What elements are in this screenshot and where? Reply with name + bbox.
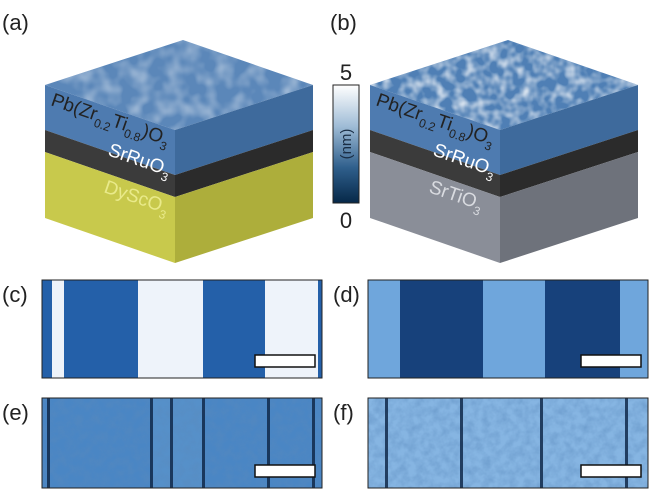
panel-label: (e) bbox=[2, 400, 29, 425]
page: {"panels": { "a": {"label": "(a)", "film… bbox=[0, 0, 650, 492]
domain-wall bbox=[202, 398, 205, 488]
domain-wall bbox=[385, 398, 388, 488]
colorbar-max: 5 bbox=[340, 60, 352, 85]
domain-wall bbox=[170, 398, 173, 488]
scale-bar bbox=[581, 465, 641, 477]
domain-wall bbox=[150, 398, 153, 488]
panel-label: (a) bbox=[2, 10, 29, 35]
panel-label: (b) bbox=[330, 10, 357, 35]
colorbar-unit: (nm) bbox=[338, 129, 355, 160]
domain-stripe bbox=[52, 280, 64, 378]
domain-wall bbox=[47, 398, 50, 488]
panel-label: (c) bbox=[2, 282, 28, 307]
figure: (a)(b)(c)(d)(e)(f)Pb(Zr0.2Ti0.8)O3SrRuO3… bbox=[0, 0, 650, 492]
domain-wall bbox=[460, 398, 463, 488]
colorbar-min: 0 bbox=[340, 208, 352, 233]
domain-stripe bbox=[400, 280, 483, 378]
scale-bar bbox=[255, 465, 315, 477]
scale-bar bbox=[255, 355, 315, 367]
panel-label: (d) bbox=[333, 282, 360, 307]
domain-wall bbox=[540, 398, 543, 488]
domain-stripe bbox=[138, 280, 203, 378]
panel-label: (f) bbox=[333, 400, 354, 425]
scale-bar bbox=[581, 355, 641, 367]
